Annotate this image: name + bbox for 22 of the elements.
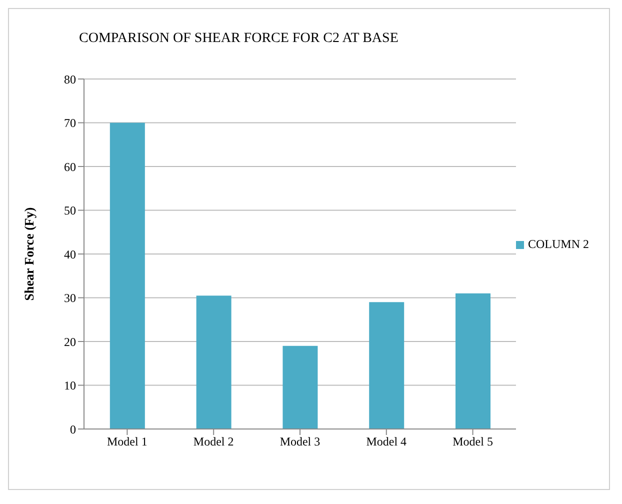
x-tick-label: Model 3 — [280, 434, 320, 449]
y-tick-label: 60 — [64, 160, 76, 174]
y-tick-label: 30 — [64, 291, 76, 306]
y-tick-label: 10 — [64, 378, 76, 393]
y-tick-label: 20 — [64, 334, 76, 349]
y-tick-label: 40 — [64, 247, 76, 262]
bar — [456, 293, 491, 429]
y-tick-label: 70 — [64, 116, 76, 130]
y-tick-label: 50 — [64, 204, 76, 218]
bar — [369, 302, 404, 429]
y-tick-label: 80 — [64, 72, 76, 86]
chart-title: COMPARISON OF SHEAR FORCE FOR C2 AT BASE — [79, 31, 398, 47]
x-tick-label: Model 1 — [107, 434, 148, 449]
x-tick-label: Model 4 — [366, 434, 407, 449]
y-tick-label: 0 — [70, 422, 76, 436]
bar — [110, 122, 145, 429]
x-tick-label: Model 2 — [193, 434, 234, 449]
y-axis-title: Shear Force (Fy) — [22, 207, 37, 301]
bar — [196, 296, 232, 429]
bar — [282, 346, 318, 429]
legend-label: COLUMN 2 — [528, 236, 589, 250]
x-tick-label: Model 5 — [452, 434, 493, 449]
